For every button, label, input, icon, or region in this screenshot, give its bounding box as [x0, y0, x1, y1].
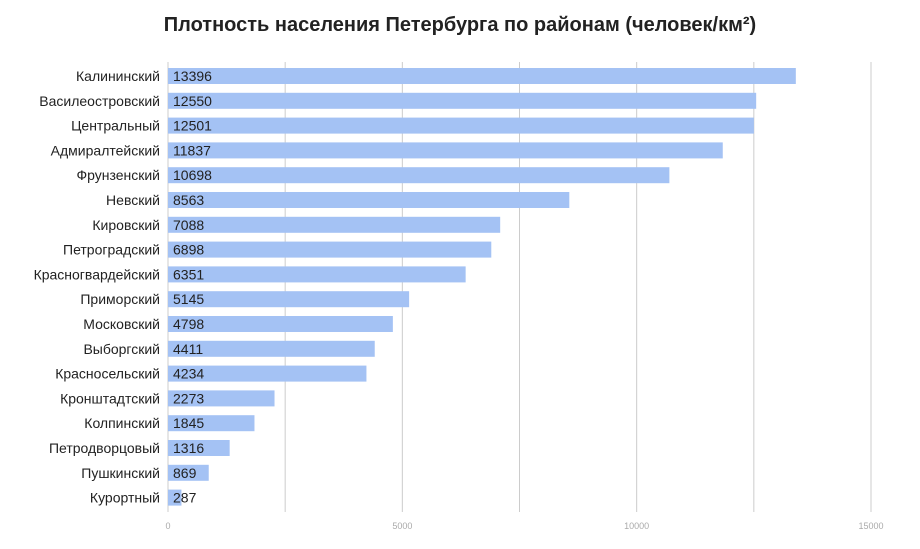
category-label: Пушкинский	[81, 465, 160, 481]
category-label: Выборгский	[83, 341, 160, 357]
category-label: Адмиралтейский	[51, 142, 160, 158]
x-tick-label: 10000	[624, 521, 649, 531]
bar	[168, 92, 757, 109]
category-label: Курортный	[90, 490, 160, 506]
data-label: 11837	[173, 142, 211, 158]
data-label: 7088	[173, 217, 204, 233]
x-axis-ticks: 0 5000 10000 15000	[165, 521, 883, 531]
data-label: 6351	[173, 266, 204, 282]
data-label: 8563	[173, 192, 204, 208]
data-label: 12550	[173, 93, 212, 109]
data-label: 13396	[173, 68, 212, 84]
data-label: 5145	[173, 291, 204, 307]
bar	[168, 316, 393, 332]
category-label: Приморский	[80, 291, 160, 307]
x-tick-label: 15000	[858, 521, 883, 531]
data-label: 6898	[173, 242, 204, 258]
data-label: 287	[173, 490, 197, 506]
category-label: Невский	[106, 192, 160, 208]
bar	[168, 266, 466, 283]
bar	[168, 291, 410, 308]
bar	[168, 241, 492, 258]
bar	[168, 464, 209, 481]
data-label: 2273	[173, 390, 204, 406]
gridlines	[167, 62, 872, 512]
bar	[168, 192, 570, 208]
bar	[168, 340, 375, 357]
bar	[168, 440, 230, 456]
category-labels: Калининский Василеостровский Центральный Ад…	[34, 68, 160, 506]
category-label: Московский	[83, 316, 160, 332]
category-label: Кронштадтский	[60, 390, 160, 406]
category-label: Фрунзенский	[76, 167, 160, 183]
category-label: Петродворцовый	[49, 440, 160, 456]
category-label: Калининский	[76, 68, 160, 84]
data-label: 4234	[173, 366, 204, 382]
category-label: Колпинский	[84, 415, 160, 431]
category-label: Красносельский	[55, 366, 160, 382]
bar	[168, 415, 255, 432]
data-labels: 13396 12550 12501 11837 10698 8563 7088 6898 635…	[173, 68, 212, 506]
data-label: 1316	[173, 440, 204, 456]
data-label: 4798	[173, 316, 204, 332]
bar	[168, 142, 723, 159]
data-label: 4411	[173, 341, 203, 357]
bar	[168, 117, 754, 134]
category-label: Кировский	[92, 217, 160, 233]
bars	[168, 68, 796, 506]
category-label: Центральный	[71, 118, 160, 134]
bar	[168, 216, 501, 233]
bar	[168, 365, 367, 382]
category-label: Василеостровский	[39, 93, 160, 109]
data-label: 12501	[173, 118, 212, 134]
data-label: 10698	[173, 167, 212, 183]
category-label: Петроградский	[63, 242, 160, 258]
bar	[168, 68, 796, 84]
x-tick-label: 5000	[392, 521, 412, 531]
x-tick-label: 0	[165, 521, 170, 531]
bar	[168, 489, 182, 506]
data-label: 869	[173, 465, 197, 481]
data-label: 1845	[173, 415, 204, 431]
category-label: Красногвардейский	[34, 266, 160, 282]
bar	[168, 167, 670, 184]
chart-title: Плотность населения Петербурга по района…	[163, 14, 757, 36]
bar	[168, 390, 275, 407]
